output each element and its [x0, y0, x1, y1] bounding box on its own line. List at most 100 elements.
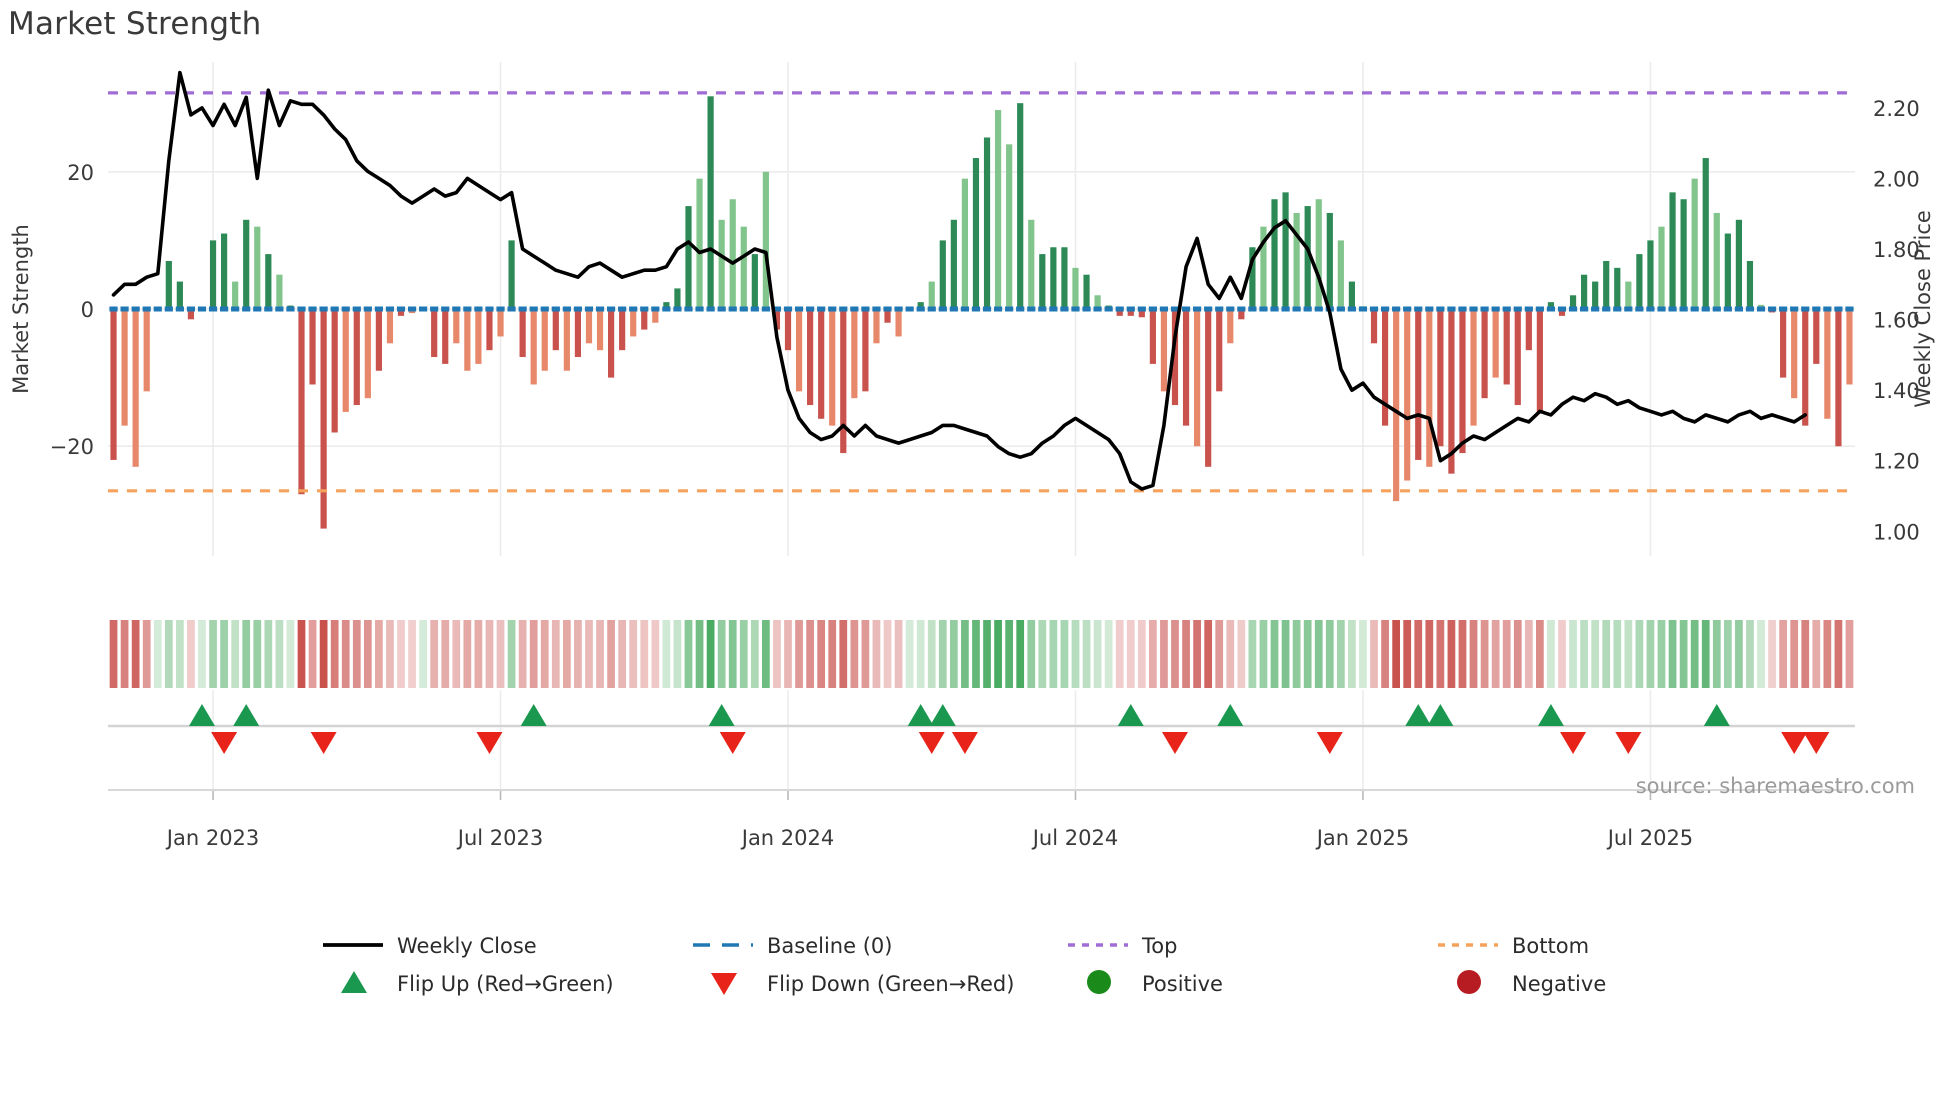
strength-bar	[829, 309, 836, 426]
strength-bar	[442, 309, 449, 364]
heatmap-cell	[717, 620, 726, 688]
flip-down-marker[interactable]	[719, 732, 746, 754]
strength-bar	[254, 226, 261, 309]
heatmap-cell	[1624, 620, 1633, 688]
flip-down-marker[interactable]	[310, 732, 337, 754]
flip-up-marker[interactable]	[1217, 704, 1244, 726]
y-tick-label-right: 1.80	[1873, 238, 1920, 262]
heatmap-cell	[562, 620, 571, 688]
flip-up-marker[interactable]	[1427, 704, 1454, 726]
heatmap-cell	[784, 620, 792, 688]
strength-bar	[818, 309, 825, 419]
flip-up-marker[interactable]	[1405, 704, 1432, 726]
heatmap-cell	[507, 620, 516, 688]
flip-down-marker[interactable]	[1560, 732, 1587, 754]
heatmap-cell	[1746, 620, 1754, 688]
flip-up-marker[interactable]	[929, 704, 956, 726]
heatmap-cell	[231, 620, 240, 688]
heatmap-cell	[1270, 620, 1279, 688]
strength-bar	[762, 171, 769, 309]
heatmap-cell	[684, 620, 693, 688]
heatmap-cell	[706, 620, 715, 688]
strength-bar	[176, 281, 183, 309]
heatmap-cell	[1392, 620, 1401, 688]
strength-bar	[1116, 309, 1123, 316]
flip-down-marker[interactable]	[1781, 732, 1808, 754]
flip-up-marker[interactable]	[1703, 704, 1730, 726]
heatmap-cell	[341, 620, 350, 688]
strength-bar	[1614, 267, 1621, 309]
y-axis-label-left: Market Strength	[9, 224, 33, 394]
flip-down-marker[interactable]	[918, 732, 945, 754]
heatmap-cell	[728, 620, 737, 688]
strength-bar	[497, 309, 504, 337]
strength-bar	[1083, 274, 1090, 309]
heatmap-cell	[662, 620, 671, 688]
heatmap-cell	[1591, 620, 1600, 688]
strength-bar	[994, 110, 1002, 310]
flip-down-marker[interactable]	[951, 732, 978, 754]
heatmap-cell	[762, 620, 770, 688]
heatmap-cell	[297, 620, 306, 688]
weekly-close-line	[111, 70, 1807, 491]
heatmap-cell	[352, 620, 361, 688]
strength-bar	[1072, 267, 1079, 309]
strength-bar	[1271, 199, 1278, 309]
strength-bar	[331, 309, 338, 433]
strength-bar	[1592, 281, 1599, 309]
flip-up-marker[interactable]	[233, 704, 260, 726]
strength-bar	[353, 309, 360, 406]
triangle-down-icon	[711, 973, 737, 995]
flip-up-marker[interactable]	[520, 704, 547, 726]
strength-bar	[1404, 309, 1411, 481]
heatmap-cell	[872, 620, 881, 688]
strength-bar	[508, 240, 515, 309]
heatmap-cell	[264, 620, 273, 688]
strength-bar	[1625, 281, 1632, 309]
strength-bar	[1481, 309, 1488, 399]
strength-bar	[110, 309, 117, 460]
strength-bar	[862, 309, 869, 392]
strength-bar	[928, 281, 935, 309]
heatmap-cell	[1757, 620, 1765, 688]
heatmap-cell	[994, 620, 1002, 688]
strength-bar	[309, 309, 316, 385]
flip-up-marker[interactable]	[1117, 704, 1144, 726]
flip-down-marker[interactable]	[476, 732, 503, 754]
strength-bar	[1249, 247, 1256, 309]
strength-bar	[1304, 206, 1311, 309]
strength-bar	[1061, 247, 1068, 309]
flip-up-marker[interactable]	[188, 704, 215, 726]
heatmap-cell	[551, 620, 560, 688]
heatmap-cell	[419, 620, 427, 688]
flip-down-marker[interactable]	[1615, 732, 1642, 754]
legend-label: Flip Up (Red→Green)	[397, 972, 614, 996]
flip-up-marker[interactable]	[1537, 704, 1564, 726]
heatmap-cell	[308, 620, 317, 688]
strength-bar	[1039, 254, 1046, 309]
heatmap-cell	[1790, 620, 1799, 688]
flip-down-marker[interactable]	[1316, 732, 1343, 754]
strength-bar	[1824, 309, 1831, 419]
flip-down-marker[interactable]	[211, 732, 238, 754]
y-axis-label-right: Weekly Close Price	[1911, 210, 1935, 408]
triangle-up-icon	[341, 971, 367, 993]
strength-bar	[884, 309, 891, 323]
legend-label: Negative	[1512, 972, 1606, 996]
strength-bar	[1426, 309, 1433, 467]
x-tick-label: Jul 2025	[1606, 826, 1693, 850]
strength-bar	[187, 309, 195, 320]
flip-up-marker[interactable]	[708, 704, 735, 726]
heatmap-cell	[1060, 620, 1069, 688]
heatmap-cell	[673, 620, 682, 688]
heatmap-cell	[109, 620, 118, 688]
strength-bar	[795, 309, 803, 392]
heatmap-cell	[1325, 620, 1334, 688]
strength-bar	[1713, 212, 1720, 309]
flip-down-marker[interactable]	[1803, 732, 1830, 754]
flip-up-marker[interactable]	[907, 704, 934, 726]
strength-bar	[895, 309, 902, 337]
strength-bar	[265, 254, 272, 309]
heatmap-cell	[142, 620, 151, 688]
flip-down-marker[interactable]	[1161, 732, 1188, 754]
